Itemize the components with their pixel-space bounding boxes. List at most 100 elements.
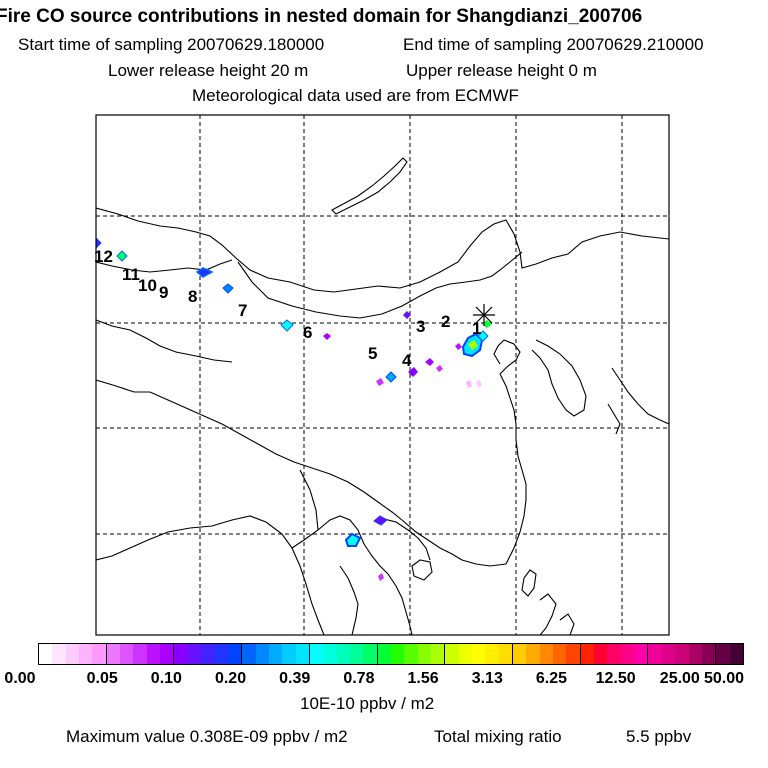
legend-swatch [701, 644, 717, 664]
legend-swatch [201, 644, 215, 664]
source-label-9: 9 [159, 283, 168, 302]
legend-swatch [716, 644, 730, 664]
plume-8 [195, 267, 214, 278]
legend-swatch [282, 644, 296, 664]
source-label-8: 8 [188, 287, 197, 306]
upper-release-height: Upper release height 0 m [406, 61, 597, 80]
source-label-3: 3 [416, 317, 425, 336]
graticule [96, 115, 669, 635]
plume-3 [403, 311, 411, 319]
plume-faint-1 [466, 380, 472, 388]
plume-4b [425, 358, 434, 366]
legend-swatch [363, 644, 378, 664]
source-label-10: 10 [138, 276, 157, 295]
legend-swatch [227, 644, 243, 664]
plume-6 [280, 319, 294, 332]
total-mixing-ratio-label: Total mixing ratio [434, 727, 562, 746]
lower-release-height: Lower release height 20 m [108, 61, 309, 80]
plume-12 [116, 250, 128, 262]
plume-2b [455, 343, 462, 350]
legend-swatch [607, 644, 621, 664]
legend-tick-label: 0.39 [279, 670, 311, 687]
legend-tick-label: 0.05 [86, 670, 118, 687]
legend-tick-label: 6.25 [535, 670, 568, 687]
legend-swatch [472, 644, 486, 664]
meteorological-data: Meteorological data used are from ECMWF [192, 86, 519, 105]
source-label-2: 2 [441, 312, 450, 331]
maximum-value: Maximum value 0.308E-09 ppbv / m2 [66, 727, 348, 746]
legend-tick-label: 12.50 [595, 670, 636, 687]
legend-swatch [417, 644, 431, 664]
legend-swatch [133, 644, 147, 664]
legend-swatch [309, 644, 324, 664]
legend-swatch [634, 644, 649, 664]
legend-tick-label: 1.56 [407, 670, 439, 687]
legend-swatch [39, 644, 53, 664]
map-title: Fire CO source contributions in nested d… [0, 6, 643, 27]
legend-swatch [729, 644, 743, 664]
legend-swatch [323, 644, 337, 664]
legend-swatch [174, 644, 188, 664]
total-mixing-ratio-value: 5.5 ppbv [626, 727, 692, 746]
legend-swatch [498, 644, 514, 664]
source-label-11: 11 [122, 265, 140, 284]
start-time: Start time of sampling 20070629.180000 [18, 35, 325, 54]
source-label-6: 6 [303, 323, 312, 342]
legend-swatch [336, 644, 350, 664]
asterisk-receptor-icon [473, 304, 495, 326]
legend-swatch [106, 644, 121, 664]
source-label-1: 1 [472, 319, 481, 338]
legend-swatch [404, 644, 418, 664]
legend-swatch [648, 644, 662, 664]
plume-1-peak [468, 340, 478, 350]
legend-swatch [120, 644, 134, 664]
legend-swatch [92, 644, 107, 664]
legend-tick-label: 0.10 [150, 670, 182, 687]
source-label-5: 5 [368, 344, 377, 363]
legend-swatch [485, 644, 499, 664]
legend-swatch [513, 644, 527, 664]
coastlines-borders [96, 157, 669, 635]
fire-source-plumes [95, 236, 492, 581]
source-label-4: 4 [402, 351, 412, 370]
legend-swatch [52, 644, 66, 664]
legend-tick-label: 25.00 [659, 670, 700, 687]
legend-tick-label: 0.78 [343, 670, 375, 687]
legend-swatch [160, 644, 175, 664]
legend-swatch [377, 644, 391, 664]
plume-south-2 [344, 532, 362, 547]
source-label-7: 7 [238, 301, 247, 320]
legend-swatch [675, 644, 689, 664]
end-time: End time of sampling 20070629.210000 [403, 35, 704, 54]
legend-swatch [458, 644, 472, 664]
legend-swatch [390, 644, 405, 664]
legend-swatch [661, 644, 676, 664]
legend-unit: 10E-10 ppbv / m2 [300, 694, 435, 713]
color-legend-bar [38, 643, 744, 665]
map-frame [96, 115, 669, 635]
map-border [95, 114, 670, 636]
legend-swatch [242, 644, 256, 664]
legend-swatch [539, 644, 554, 664]
legend-swatch [146, 644, 161, 664]
legend-swatch [526, 644, 540, 664]
legend-tick-label: 0.00 [4, 670, 36, 687]
legend-swatch [566, 644, 581, 664]
plume-5b [376, 378, 384, 386]
legend-swatch [65, 644, 80, 664]
legend-swatch [553, 644, 567, 664]
legend-swatch [580, 644, 595, 664]
legend-swatch [349, 644, 364, 664]
plume-7 [222, 283, 234, 294]
plume-4 [408, 367, 418, 377]
legend-swatch [295, 644, 310, 664]
legend-tick-label: 3.13 [471, 670, 503, 687]
legend-swatch [187, 644, 202, 664]
plume-south-1 [373, 515, 388, 526]
legend-tick-label: 0.20 [214, 670, 247, 687]
legend-swatch [79, 644, 93, 664]
legend-swatch [214, 644, 228, 664]
plume-south-3 [378, 573, 384, 581]
legend-swatch [620, 644, 635, 664]
legend-tick-label: 50.00 [703, 670, 745, 687]
